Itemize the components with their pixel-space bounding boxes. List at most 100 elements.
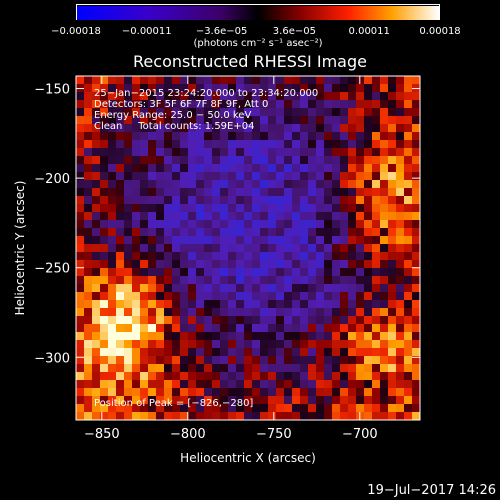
heatmap-cell <box>220 204 229 213</box>
heatmap-cell <box>196 212 205 221</box>
heatmap-cell <box>340 316 349 325</box>
heatmap-cell <box>260 364 269 373</box>
heatmap-cell <box>180 268 189 277</box>
heatmap-cell <box>380 252 389 261</box>
heatmap-cell <box>300 340 309 349</box>
heatmap-cell <box>324 340 333 349</box>
heatmap-cell <box>260 196 269 205</box>
heatmap-cell <box>268 236 277 245</box>
heatmap-cell <box>356 220 365 229</box>
heatmap-cell <box>164 204 173 213</box>
heatmap-cell <box>316 156 325 165</box>
heatmap-cell <box>388 332 397 341</box>
heatmap-cell <box>388 188 397 197</box>
heatmap-cell <box>204 180 213 189</box>
heatmap-cell <box>332 244 341 253</box>
heatmap-cell <box>276 332 285 341</box>
heatmap-cell <box>220 156 229 165</box>
heatmap-cell <box>300 268 309 277</box>
heatmap-cell <box>396 124 405 133</box>
heatmap-cell <box>148 332 157 341</box>
heatmap-cell <box>412 172 420 181</box>
heatmap-cell <box>284 108 293 117</box>
heatmap-cell <box>412 212 420 221</box>
heatmap-cell <box>228 292 237 301</box>
heatmap-cell <box>284 308 293 317</box>
heatmap-cell <box>220 260 229 269</box>
heatmap-cell <box>404 260 413 269</box>
heatmap-cell <box>412 316 420 325</box>
heatmap-cell <box>404 380 413 389</box>
heatmap-cell <box>148 140 157 149</box>
heatmap-cell <box>76 380 85 389</box>
heatmap-cell <box>276 212 285 221</box>
heatmap-cell <box>380 204 389 213</box>
heatmap-cell <box>308 228 317 237</box>
heatmap-cell <box>204 236 213 245</box>
heatmap-cell <box>332 204 341 213</box>
heatmap-cell <box>156 412 165 420</box>
heatmap-cell <box>172 148 181 157</box>
heatmap-cell <box>356 244 365 253</box>
heatmap-cell <box>364 252 373 261</box>
heatmap-cell <box>180 292 189 301</box>
heatmap-cell <box>132 244 141 253</box>
heatmap-cell <box>332 220 341 229</box>
heatmap-cell <box>156 148 165 157</box>
heatmap-cell <box>364 284 373 293</box>
heatmap-cell <box>172 300 181 309</box>
heatmap-cell <box>348 332 357 341</box>
heatmap-cell <box>196 324 205 333</box>
heatmap-cell <box>180 316 189 325</box>
heatmap-cell <box>404 76 413 85</box>
heatmap-cell <box>164 132 173 141</box>
heatmap-cell <box>276 404 285 413</box>
heatmap-cell <box>212 220 221 229</box>
heatmap-cell <box>252 212 261 221</box>
heatmap-cell <box>300 164 309 173</box>
annotation-counts: Clean Total counts: 1.59E+04 <box>94 121 255 132</box>
heatmap-cell <box>396 164 405 173</box>
heatmap-cell <box>332 76 341 85</box>
heatmap-cell <box>220 412 229 420</box>
heatmap-cell <box>180 364 189 373</box>
heatmap-cell <box>380 196 389 205</box>
heatmap-cell <box>76 204 85 213</box>
heatmap-cell <box>180 276 189 285</box>
heatmap-cell <box>244 140 253 149</box>
heatmap-cell <box>156 332 165 341</box>
heatmap-cell <box>276 276 285 285</box>
heatmap-cell <box>324 84 333 93</box>
heatmap-cell <box>332 324 341 333</box>
heatmap-cell <box>76 364 85 373</box>
heatmap-cell <box>220 236 229 245</box>
heatmap-cell <box>340 332 349 341</box>
heatmap-cell <box>324 308 333 317</box>
heatmap-cell <box>252 188 261 197</box>
heatmap-cell <box>228 180 237 189</box>
heatmap-cell <box>260 212 269 221</box>
heatmap-cell <box>268 260 277 269</box>
heatmap-cell <box>180 348 189 357</box>
heatmap-cell <box>348 340 357 349</box>
heatmap-cell <box>324 356 333 365</box>
heatmap-cell <box>380 348 389 357</box>
heatmap-cell <box>100 196 109 205</box>
heatmap-cell <box>252 268 261 277</box>
heatmap-cell <box>84 108 93 117</box>
heatmap-cell <box>404 124 413 133</box>
heatmap-cell <box>180 228 189 237</box>
heatmap-cell <box>116 364 125 373</box>
heatmap-cell <box>228 324 237 333</box>
heatmap-cell <box>388 316 397 325</box>
heatmap-cell <box>292 332 301 341</box>
heatmap-cell <box>92 212 101 221</box>
heatmap-cell <box>340 348 349 357</box>
heatmap-cell <box>76 372 85 381</box>
heatmap-cell <box>220 148 229 157</box>
heatmap-cell <box>300 132 309 141</box>
heatmap-cell <box>180 340 189 349</box>
heatmap-cell <box>244 284 253 293</box>
heatmap-cell <box>84 412 93 420</box>
heatmap-cell <box>220 140 229 149</box>
